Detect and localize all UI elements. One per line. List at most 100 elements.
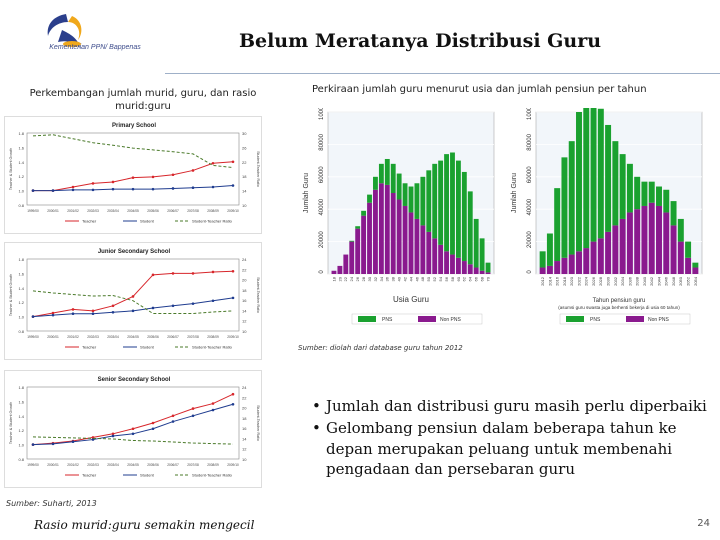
bar-non-pns	[539, 267, 546, 274]
x-tick-label: 2008/09	[207, 463, 219, 467]
bar-non-pns	[605, 231, 612, 274]
x-tick-label: 2007/08	[187, 335, 199, 339]
x-tick-label: 66	[474, 276, 479, 281]
data-point	[171, 420, 175, 423]
y-tick-label: 1.2	[18, 428, 24, 433]
y2-tick-label: 26	[242, 145, 247, 150]
data-point	[51, 313, 55, 317]
bar-pns	[561, 157, 568, 258]
y2-tick-label: 12	[242, 319, 247, 324]
data-point	[31, 189, 35, 192]
bar-pns	[402, 183, 408, 206]
x-tick-label: 60	[456, 276, 461, 281]
data-point	[211, 270, 215, 274]
data-point	[91, 188, 95, 192]
x-tick-label: 62	[462, 276, 467, 281]
bar-non-pns	[378, 183, 384, 274]
data-point	[131, 309, 135, 313]
bar-non-pns	[561, 257, 568, 274]
x-tick-label: 54	[438, 276, 443, 281]
bar-pns	[390, 163, 396, 193]
bar-non-pns	[670, 225, 677, 274]
y-tick-label: 40000	[527, 198, 533, 215]
data-point	[231, 296, 235, 300]
bar-non-pns	[590, 241, 597, 274]
series-line	[32, 134, 234, 169]
y2-axis-label: Student-Teacher Ratio	[256, 405, 260, 441]
bar-pns	[656, 186, 662, 206]
data-point	[171, 187, 175, 190]
y-tick-label: 0.8	[18, 203, 24, 208]
y2-tick-label: 16	[242, 298, 247, 303]
x-tick-label: 1999/00	[27, 335, 39, 339]
bar-pns	[605, 124, 612, 232]
x-tick-label: 32	[373, 276, 378, 281]
left-caption: Rasio murid:guru semakin mengecil	[34, 518, 255, 532]
x-tick-label: 2036	[627, 276, 632, 286]
data-point	[191, 169, 195, 172]
bar-pns	[467, 191, 473, 265]
bar-non-pns	[461, 261, 467, 274]
x-tick-label: 2002/03	[87, 335, 99, 339]
x-tick-label: 2003/04	[107, 209, 119, 213]
bar-pns	[685, 241, 692, 258]
data-point	[151, 175, 155, 179]
data-point	[171, 414, 175, 418]
bar-pns	[378, 163, 384, 184]
x-tick-label: 2007/08	[187, 463, 199, 467]
plot-frame	[26, 258, 240, 332]
legend-label: Student-Teacher Ratio	[192, 345, 233, 350]
y2-tick-label: 14	[242, 436, 247, 441]
data-point	[211, 408, 215, 412]
bar-non-pns	[597, 238, 604, 274]
bar-non-pns	[450, 254, 455, 274]
x-tick-label: 2014	[547, 276, 552, 286]
bar-non-pns	[337, 265, 343, 274]
bar-pns	[450, 152, 455, 255]
data-point	[131, 432, 135, 436]
bar-non-pns	[479, 270, 485, 274]
y-tick-label: 1.6	[18, 271, 24, 276]
bar-pns	[396, 173, 402, 200]
data-point	[131, 187, 135, 191]
teacher-age-retirement-svg: 0 20000 40000 60000 80000 100000 Jumlah Guru 18…	[303, 99, 703, 325]
x-tick-label: 2034	[620, 276, 625, 286]
logo-text: Kementerian PPN/ Bappenas	[49, 44, 141, 51]
bar-non-pns	[485, 272, 491, 274]
bar-non-pns	[634, 209, 641, 274]
x-tick-label: 2005/06	[147, 463, 159, 467]
x-tick-label: 2009/10	[227, 209, 239, 213]
data-point	[151, 187, 155, 191]
data-point	[231, 160, 235, 164]
y2-tick-label: 18	[242, 416, 247, 421]
x-tick-label: 2000/01	[47, 209, 59, 213]
bar-non-pns	[612, 225, 619, 274]
y-tick-label: 1.6	[18, 399, 24, 404]
y2-tick-label: 20	[242, 278, 247, 283]
x-tick-label: 2046	[664, 276, 669, 286]
bar-non-pns	[455, 257, 461, 274]
x-axis-label: Tahun pensiun guru	[593, 298, 646, 304]
bar-pns	[692, 262, 699, 268]
data-point	[91, 182, 95, 185]
y2-tick-label: 16	[242, 426, 247, 431]
data-point	[171, 304, 175, 308]
bar-non-pns	[656, 205, 662, 274]
bar-non-pns	[438, 244, 444, 274]
bar-non-pns	[685, 257, 692, 274]
bar-non-pns	[367, 202, 372, 274]
x-tick-label: 2050	[678, 276, 683, 286]
series-line	[32, 393, 234, 446]
data-point	[111, 432, 115, 436]
bar-pns	[461, 171, 467, 262]
x-tick-label: 2003/04	[107, 335, 119, 339]
y2-tick-label: 24	[242, 257, 247, 262]
data-point	[211, 402, 215, 405]
y-tick-label: 1.0	[18, 189, 24, 194]
bar-non-pns	[648, 202, 655, 274]
x-tick-label: 58	[450, 276, 455, 281]
data-point	[211, 161, 215, 165]
data-point	[111, 180, 115, 184]
plot-frame	[535, 111, 703, 275]
y2-tick-label: 10	[242, 203, 247, 208]
